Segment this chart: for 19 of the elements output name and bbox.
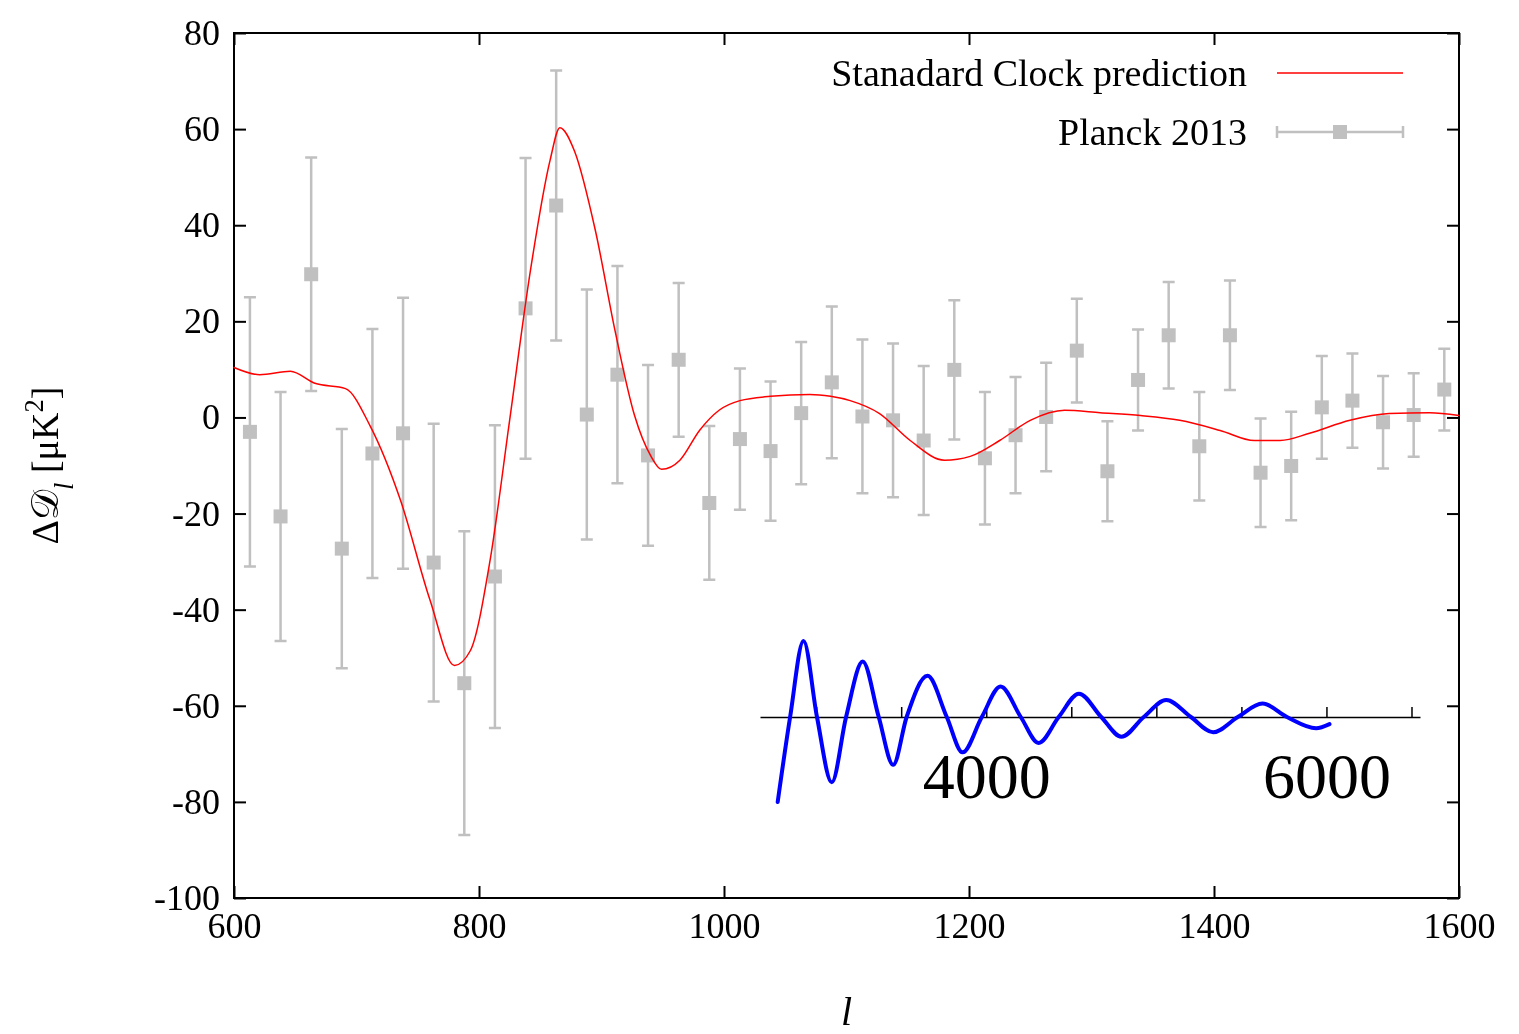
- y-tick-label: 60: [184, 109, 220, 150]
- x-tick-label: 4000: [922, 741, 1051, 813]
- y-tick-label: 40: [184, 205, 220, 246]
- x-tick-label: 1200: [933, 905, 1006, 946]
- x-axis-title: l: [840, 989, 853, 1034]
- y-tick-label: -60: [172, 685, 220, 726]
- x-tick-label: 1400: [1178, 905, 1251, 946]
- legend-label: Planck 2013: [1058, 111, 1247, 154]
- x-tick-label: 1000: [688, 905, 761, 946]
- y-tick-label: -80: [172, 781, 220, 822]
- x-tick-label: 6000: [1262, 741, 1391, 813]
- y-tick-label: 0: [202, 397, 220, 438]
- y-tick-label: 20: [184, 301, 220, 342]
- y-tick-label: -40: [172, 589, 220, 630]
- x-tick-label: 800: [452, 905, 507, 946]
- legend-label: Stanadard Clock prediction: [831, 52, 1247, 95]
- x-tick-label: 1600: [1423, 905, 1496, 946]
- y-tick-label: 80: [184, 13, 220, 54]
- y-tick-label: -20: [172, 493, 220, 534]
